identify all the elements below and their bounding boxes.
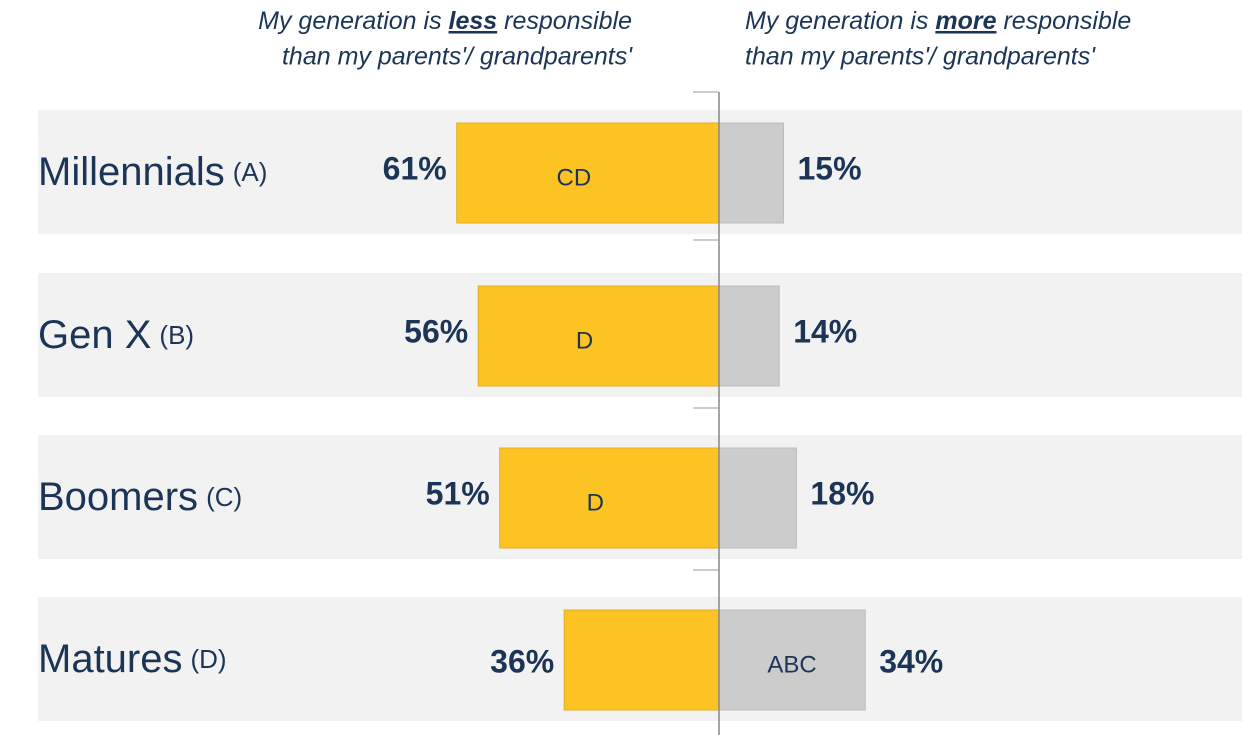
category-name: Millennials xyxy=(38,150,225,194)
category-name: Boomers xyxy=(38,475,198,519)
bar xyxy=(718,122,784,224)
legend-header: My generation is more responsible xyxy=(745,7,1131,35)
legend-header: than my parents'/ grandparents' xyxy=(282,43,633,71)
category-name: Gen X xyxy=(38,313,151,357)
category-code: (D) xyxy=(191,644,227,674)
legend-emphasis: more xyxy=(935,7,996,35)
legend-header: My generation is less responsible xyxy=(258,7,632,35)
value-label: 61% xyxy=(383,150,447,186)
significance-label: ABC xyxy=(767,651,816,678)
bar xyxy=(718,609,866,711)
value-label: 56% xyxy=(404,313,468,349)
significance-label: D xyxy=(576,327,593,354)
bar xyxy=(477,285,720,387)
legend-text: responsible xyxy=(997,7,1132,35)
category-code: (A) xyxy=(233,157,268,187)
category-label: Millennials (A) xyxy=(38,150,267,194)
value-label: 18% xyxy=(810,475,874,511)
legend-text: responsible xyxy=(497,7,632,35)
legend-text: My generation is xyxy=(745,7,935,35)
legend-emphasis: less xyxy=(449,7,498,35)
value-label: 14% xyxy=(793,313,857,349)
category-name: Matures xyxy=(38,637,183,681)
significance-label: D xyxy=(587,489,604,516)
legend-header: than my parents'/ grandparents' xyxy=(745,43,1096,71)
bar xyxy=(456,122,720,224)
category-code: (B) xyxy=(159,320,194,350)
significance-label: CD xyxy=(557,164,592,191)
category-code: (C) xyxy=(206,482,242,512)
bar xyxy=(499,447,720,549)
value-label: 34% xyxy=(879,643,943,679)
category-label: Boomers (C) xyxy=(38,475,242,519)
bar xyxy=(563,609,720,711)
legend-text: My generation is xyxy=(258,7,448,35)
value-label: 15% xyxy=(798,150,862,186)
category-label: Matures (D) xyxy=(38,637,227,681)
value-label: 51% xyxy=(426,475,490,511)
value-label: 36% xyxy=(490,643,554,679)
bar xyxy=(718,447,797,549)
bar xyxy=(718,285,780,387)
category-label: Gen X (B) xyxy=(38,313,194,357)
